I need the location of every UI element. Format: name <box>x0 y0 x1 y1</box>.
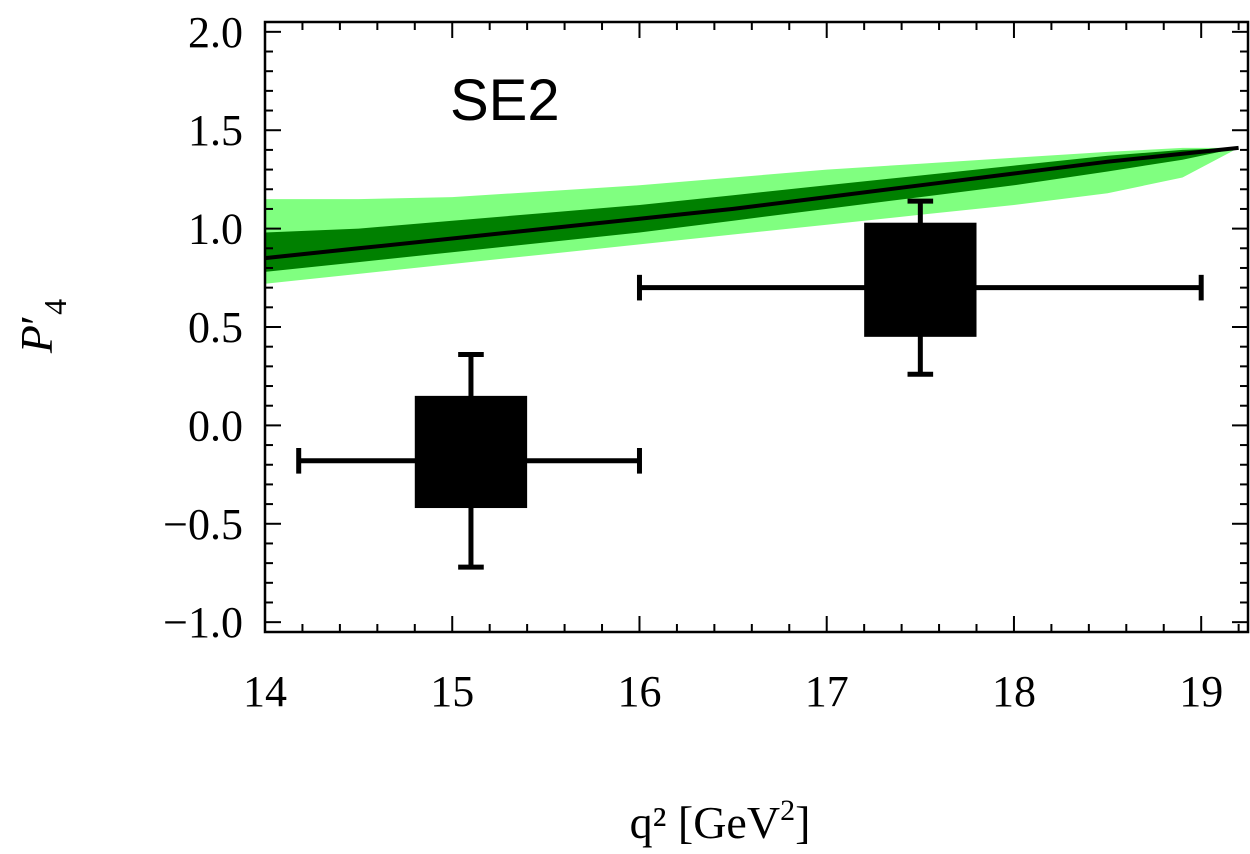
inner-band <box>265 147 1239 272</box>
x-axis-title-close: ] <box>795 797 810 848</box>
data-point-2 <box>636 198 1204 377</box>
y-tick-label: −0.5 <box>163 500 243 549</box>
y-axis-title: P′4 <box>11 299 73 354</box>
theory-curve-group <box>264 145 1239 261</box>
tick-labels: 14 15 16 17 18 19 2.0 1.5 1.0 0.5 0.0 −0.5 −1.0 <box>163 8 1223 716</box>
axis-ticks <box>264 22 1248 632</box>
x-tick-label: 15 <box>430 667 474 716</box>
x-tick-label: 17 <box>805 667 849 716</box>
data-point-1 <box>296 352 642 570</box>
y-tick-label: 0.5 <box>188 303 243 352</box>
plot-frame <box>263 20 1250 634</box>
x-tick-label: 16 <box>617 667 661 716</box>
svg-text:P′4: P′4 <box>11 299 73 354</box>
x-axis-title-sup: 2 <box>780 794 795 827</box>
data-marker <box>414 395 528 509</box>
central-curve <box>264 145 1239 261</box>
x-tick-label: 14 <box>243 667 287 716</box>
x-tick-label: 18 <box>992 667 1036 716</box>
x-axis-title: q² [GeV2] <box>630 794 811 848</box>
y-tick-label: 1.0 <box>188 205 243 254</box>
x-tick-label: 19 <box>1179 667 1223 716</box>
theory-bands <box>265 147 1239 284</box>
x-axis-title-text: q² [GeV <box>630 797 780 848</box>
y-tick-label: −1.0 <box>163 598 243 647</box>
y-axis-title-prime: ′ <box>11 315 62 325</box>
y-tick-label: 2.0 <box>188 8 243 57</box>
data-points <box>296 198 1204 570</box>
y-axis-title-sub: 4 <box>37 299 73 315</box>
y-axis-title-main: P <box>11 325 62 354</box>
data-marker <box>864 222 977 337</box>
y-tick-label: 0.0 <box>188 401 243 450</box>
chart-annotation: SE2 <box>450 68 560 133</box>
y-tick-label: 1.5 <box>188 106 243 155</box>
